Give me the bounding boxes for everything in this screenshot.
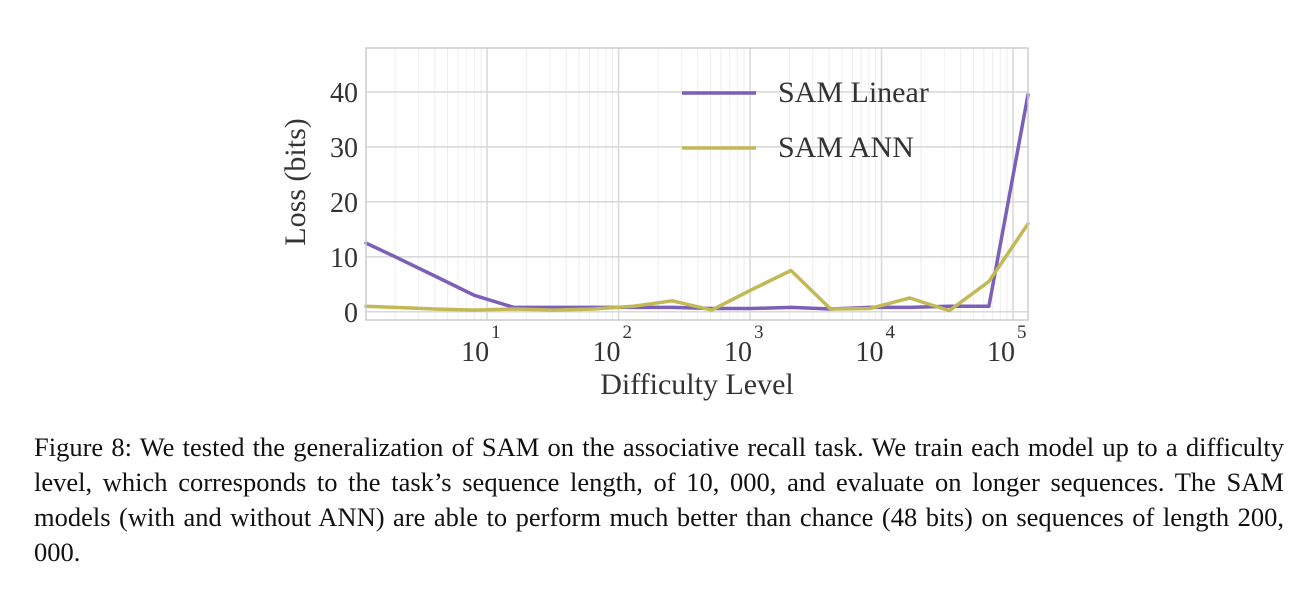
x-tick-base: 10	[593, 337, 621, 368]
y-tick-label: 0	[344, 298, 358, 329]
y-tick-label: 40	[330, 78, 358, 109]
y-tick-label: 20	[330, 188, 358, 219]
y-axis-label: Loss (bits)	[279, 118, 312, 246]
x-axis-label: Difficulty Level	[600, 368, 794, 401]
y-tick-label: 10	[330, 243, 358, 274]
plot-frame	[365, 47, 1029, 321]
legend-label-sam-ann: SAM ANN	[778, 131, 914, 164]
legend: SAM Linear SAM ANN	[682, 76, 929, 164]
x-tick-label: 101	[461, 322, 501, 368]
y-tick-label: 30	[330, 133, 358, 164]
x-tick-base: 10	[724, 337, 752, 368]
x-tick-base: 10	[856, 337, 884, 368]
x-tick-label: 102	[593, 322, 633, 368]
x-tick-exponent: 5	[1017, 322, 1027, 343]
x-tick-base: 10	[461, 337, 489, 368]
x-tick-label: 104	[856, 322, 896, 368]
x-tick-exponent: 1	[491, 322, 501, 343]
series-line-sam-linear	[364, 92, 1030, 311]
x-tick-label: 103	[724, 322, 764, 368]
legend-label-sam-linear: SAM Linear	[778, 76, 929, 109]
x-tick-exponent: 4	[886, 322, 896, 343]
x-tick-exponent: 3	[754, 322, 764, 343]
series-line-sam-ann	[364, 222, 1030, 313]
series-lines	[364, 92, 1030, 313]
x-tick-label: 105	[987, 322, 1027, 368]
x-tick-exponent: 2	[623, 322, 633, 343]
x-tick-base: 10	[987, 337, 1015, 368]
figure-caption: Figure 8: We tested the generalization o…	[34, 432, 1284, 567]
y-tick-labels: 0 10 20 30 40	[330, 78, 358, 329]
